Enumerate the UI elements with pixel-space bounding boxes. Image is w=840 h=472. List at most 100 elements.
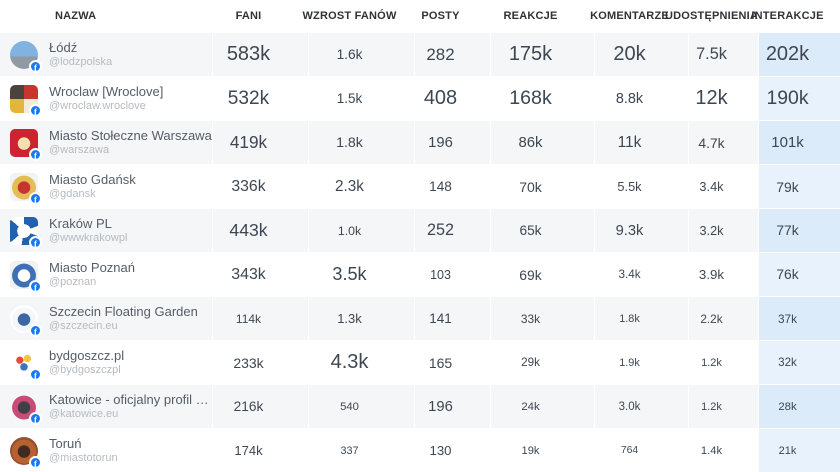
metric-wzrost_fanow: 2.3k [309,165,414,208]
metric-interakcje: 77k [759,209,840,252]
column-header-reakcje[interactable]: REAKCJE [491,0,594,32]
metric-posty: 282 [415,33,490,76]
facebook-badge-icon: f [29,411,42,425]
page-name: Kraków PL [49,215,112,231]
metric-wzrost_fanow: 1.0k [309,209,414,252]
metric-fani: 532k [213,77,308,120]
katowice-page-avatar: f [10,392,42,425]
column-header-komentarze[interactable]: KOMENTARZE [590,0,688,32]
metric-posty: 196 [415,385,490,428]
page-handle: @warszawa [49,143,110,156]
facebook-badge-icon: f [29,455,42,469]
wroclaw-page-avatar: f [10,84,42,117]
column-header-wzrost-fanow[interactable]: WZROST FANÓW [302,0,414,32]
metric-interakcje: 28k [759,385,840,428]
metric-udostepnienia: 12k [689,77,758,120]
column-header-posty[interactable]: POSTY [415,0,490,32]
metric-wzrost_fanow: 1.3k [309,297,414,340]
page-name-cell[interactable]: f Katowice - oficjalny profil miasta @ka… [0,385,212,428]
metric-fani: 583k [213,33,308,76]
metric-komentarze: 1.9k [595,341,688,384]
torun-page-avatar: f [10,436,42,469]
metric-reakcje: 29k [491,341,594,384]
metric-interakcje: 32k [759,341,840,384]
facebook-badge-icon: f [29,323,42,337]
metric-komentarze: 764 [595,429,688,472]
metric-fani: 336k [213,165,308,208]
lodz-page-avatar: f [10,40,42,73]
page-handle: @wwwkrakowpl [49,231,128,244]
metric-wzrost_fanow: 1.6k [309,33,414,76]
page-name: Katowice - oficjalny profil miasta [49,391,212,407]
facebook-badge-icon: f [29,103,42,117]
metric-interakcje: 76k [759,253,840,296]
metric-fani: 216k [213,385,308,428]
page-handle: @gdansk [49,187,96,200]
metric-reakcje: 65k [491,209,594,252]
metric-fani: 419k [213,121,308,164]
metric-udostepnienia: 3.9k [689,253,758,296]
metric-posty: 408 [415,77,490,120]
metric-udostepnienia: 3.2k [689,209,758,252]
page-name-cell[interactable]: f Wroclaw [Wroclove] @wroclaw.wroclove [0,77,212,120]
facebook-badge-icon: f [29,191,42,205]
page-name-cell[interactable]: f Miasto Gdańsk @gdansk [0,165,212,208]
page-name-cell[interactable]: f Miasto Poznań @poznan [0,253,212,296]
metric-fani: 443k [213,209,308,252]
gdansk-page-avatar: f [10,172,42,205]
page-name-cell[interactable]: f Łódź @lodzpolska [0,33,212,76]
metric-wzrost_fanow: 4.3k [309,341,414,384]
metric-interakcje: 101k [759,121,840,164]
page-handle: @miastotorun [49,451,118,464]
metric-posty: 165 [415,341,490,384]
page-handle: @lodzpolska [49,55,113,68]
metric-fani: 114k [213,297,308,340]
metric-fani: 174k [213,429,308,472]
metric-fani: 343k [213,253,308,296]
metric-reakcje: 175k [491,33,594,76]
metric-udostepnienia: 1.2k [689,385,758,428]
page-name: Toruń [49,435,82,451]
page-name-cell[interactable]: f Toruń @miastotorun [0,429,212,472]
metric-interakcje: 202k [759,33,840,76]
metric-wzrost_fanow: 540 [309,385,414,428]
metric-wzrost_fanow: 1.8k [309,121,414,164]
metric-komentarze: 5.5k [595,165,688,208]
metric-udostepnienia: 1.2k [689,341,758,384]
metric-udostepnienia: 4.7k [689,121,758,164]
metric-komentarze: 3.4k [595,253,688,296]
facebook-badge-icon: f [29,147,42,161]
metric-komentarze: 1.8k [595,297,688,340]
page-handle: @poznan [49,275,97,288]
column-header-nazwa[interactable]: NAZWA [0,0,212,32]
metric-komentarze: 11k [595,121,688,164]
szczecin-page-avatar: f [10,304,42,337]
metric-wzrost_fanow: 337 [309,429,414,472]
bydgoszcz-page-avatar: f [10,348,42,381]
page-name-cell[interactable]: f bydgoszcz.pl @bydgoszczpl [0,341,212,384]
poznan-page-avatar: f [10,260,42,293]
page-name: Miasto Stołeczne Warszawa [49,127,212,143]
metric-reakcje: 33k [491,297,594,340]
metric-udostepnienia: 2.2k [689,297,758,340]
column-header-interakcje[interactable]: INTERAKCJE [751,0,840,32]
metric-posty: 103 [415,253,490,296]
page-name-cell[interactable]: f Miasto Stołeczne Warszawa @warszawa [0,121,212,164]
page-handle: @wroclaw.wroclove [49,99,146,112]
column-header-fani[interactable]: FANI [213,0,308,32]
metric-komentarze: 3.0k [595,385,688,428]
facebook-badge-icon: f [29,235,42,249]
page-handle: @bydgoszczpl [49,363,121,376]
krakow-page-avatar: f [10,216,42,249]
page-name-cell[interactable]: f Szczecin Floating Garden @szczecin.eu [0,297,212,340]
warszawa-page-avatar: f [10,128,42,161]
page-name-cell[interactable]: f Kraków PL @wwwkrakowpl [0,209,212,252]
page-name: Wroclaw [Wroclove] [49,83,164,99]
metric-wzrost_fanow: 3.5k [309,253,414,296]
metric-interakcje: 37k [759,297,840,340]
column-header-udostepnienia[interactable]: UDOSTĘPNIENIA [665,0,758,32]
page-name: bydgoszcz.pl [49,347,125,363]
page-handle: @katowice.eu [49,407,119,420]
